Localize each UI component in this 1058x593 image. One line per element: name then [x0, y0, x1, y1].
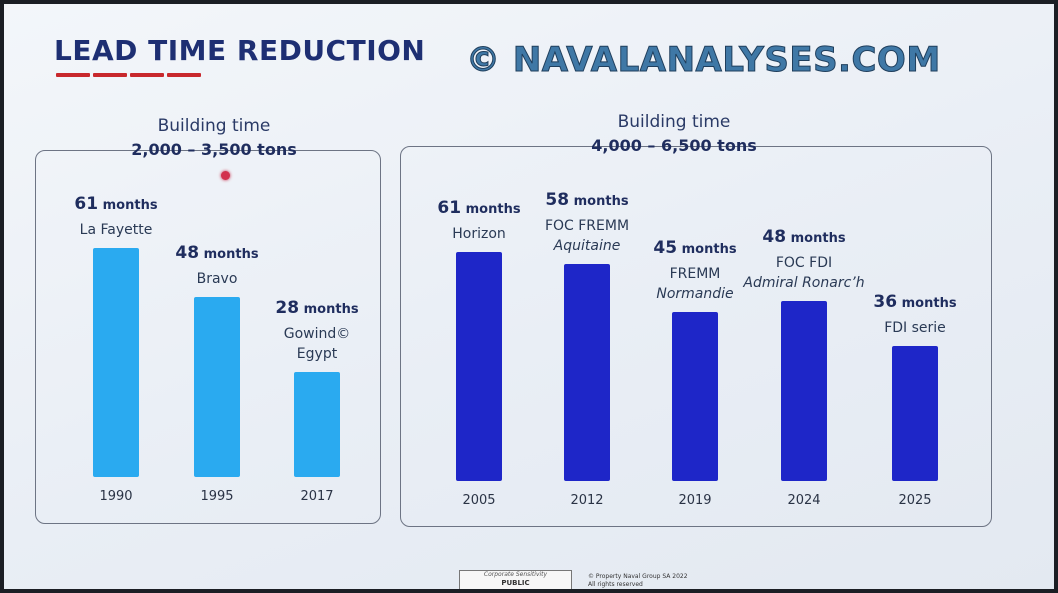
watermark: © NAVALANALYSES.COM — [466, 40, 941, 81]
chart-title: Building time — [157, 116, 271, 136]
bar-name-label: FDI serie — [835, 318, 995, 338]
ship-name: FREMM — [669, 266, 721, 283]
data-value: 58 — [545, 189, 570, 210]
data-unit: months — [299, 302, 359, 317]
underline-segment — [93, 73, 127, 77]
data-label: 61 months — [36, 194, 196, 214]
ship-name: Horizon — [452, 226, 506, 243]
bar-name-label: Bravo — [137, 269, 297, 289]
copyright-notice: © Property Naval Group SA 2022 All right… — [588, 573, 688, 589]
x-tick-label: 2025 — [898, 493, 932, 508]
bar-2012 — [564, 263, 610, 481]
data-value: 36 — [873, 292, 898, 312]
chart-title: Building time — [617, 112, 731, 132]
bar-2005 — [456, 252, 502, 481]
chart-subtitle: 2,000 – 3,500 tons — [131, 140, 297, 159]
data-unit: months — [569, 193, 629, 209]
chart-heading-small-ships: Building time 2,000 – 3,500 tons — [104, 116, 324, 159]
copyright-line: All rights reserved — [588, 581, 643, 588]
sensitivity-label: Corporate Sensitivity — [483, 571, 548, 578]
title-underline — [56, 73, 201, 77]
x-tick-label: 2012 — [570, 493, 604, 508]
bar-2025 — [892, 346, 938, 481]
chart-subtitle: 4,000 – 6,500 tons — [591, 136, 757, 155]
data-unit: months — [199, 247, 259, 262]
data-label: 48 months — [137, 243, 297, 263]
sensitivity-value: PUBLIC — [501, 579, 530, 587]
bar-2017 — [294, 372, 340, 477]
underline-segment — [167, 73, 201, 77]
chart-heading-large-ships: Building time 4,000 – 6,500 tons — [564, 112, 784, 155]
bar-name-label: FREMM Normandie — [615, 264, 775, 304]
bar-name-label: La Fayette — [36, 220, 196, 240]
slide-title: LEAD TIME REDUCTION — [54, 34, 426, 67]
ship-subname: Normandie — [656, 286, 734, 303]
ship-name: FOC FDI — [775, 255, 833, 271]
data-label: 58 months — [507, 190, 667, 210]
bar-name-label: FOC FREMM Aquitaine — [507, 216, 667, 256]
data-value: 28 — [275, 298, 300, 318]
ship-subname: Egypt — [296, 346, 338, 362]
ship-name: La Fayette — [79, 222, 153, 239]
laser-pointer-dot — [221, 171, 230, 180]
x-tick-label: 1990 — [99, 489, 133, 504]
ship-subname: Aquitaine — [553, 237, 621, 254]
bar-1990 — [93, 248, 139, 477]
data-value: 61 — [74, 194, 99, 215]
data-unit: months — [98, 198, 158, 214]
x-tick-label: 2005 — [462, 493, 496, 508]
data-unit: months — [897, 296, 957, 311]
x-tick-label: 2024 — [787, 493, 821, 508]
underline-segment — [56, 73, 90, 77]
data-unit: months — [677, 242, 737, 258]
copyright-line: © Property Naval Group SA 2022 — [588, 573, 688, 580]
x-tick-label: 1995 — [200, 489, 234, 504]
data-unit: months — [786, 231, 846, 246]
data-label: 61 months — [399, 198, 559, 218]
underline-segment — [130, 73, 164, 77]
data-label: 36 months — [835, 292, 995, 312]
data-value: 48 — [175, 243, 200, 263]
data-value: 48 — [762, 227, 787, 247]
x-tick-label: 2017 — [300, 489, 334, 504]
bar-name-label: Horizon — [399, 224, 559, 244]
sensitivity-box: Corporate Sensitivity PUBLIC — [459, 570, 572, 589]
data-label: 28 months — [237, 298, 397, 318]
chart-panel-small-ships — [35, 150, 381, 524]
bar-name-label: FOC FDI Admiral Ronarc’h — [724, 253, 884, 293]
data-label: 45 months — [615, 238, 775, 258]
chart-panel-large-ships — [400, 146, 992, 527]
presentation-slide: LEAD TIME REDUCTION © NAVALANALYSES.COM … — [4, 4, 1054, 589]
data-unit: months — [461, 202, 521, 218]
bar-2024 — [781, 301, 827, 481]
bar-2019 — [672, 312, 718, 481]
data-value: 45 — [653, 238, 678, 259]
ship-subname: Admiral Ronarc’h — [743, 275, 865, 291]
ship-name: Bravo — [196, 271, 238, 287]
ship-name: Gowind© — [283, 326, 351, 342]
bar-1995 — [194, 297, 240, 477]
bar-name-label: Gowind© Egypt — [237, 324, 397, 364]
ship-name: FDI serie — [884, 320, 946, 336]
x-tick-label: 2019 — [678, 493, 712, 508]
ship-name: FOC FREMM — [544, 217, 630, 234]
data-label: 48 months — [724, 227, 884, 247]
data-value: 61 — [437, 198, 462, 219]
